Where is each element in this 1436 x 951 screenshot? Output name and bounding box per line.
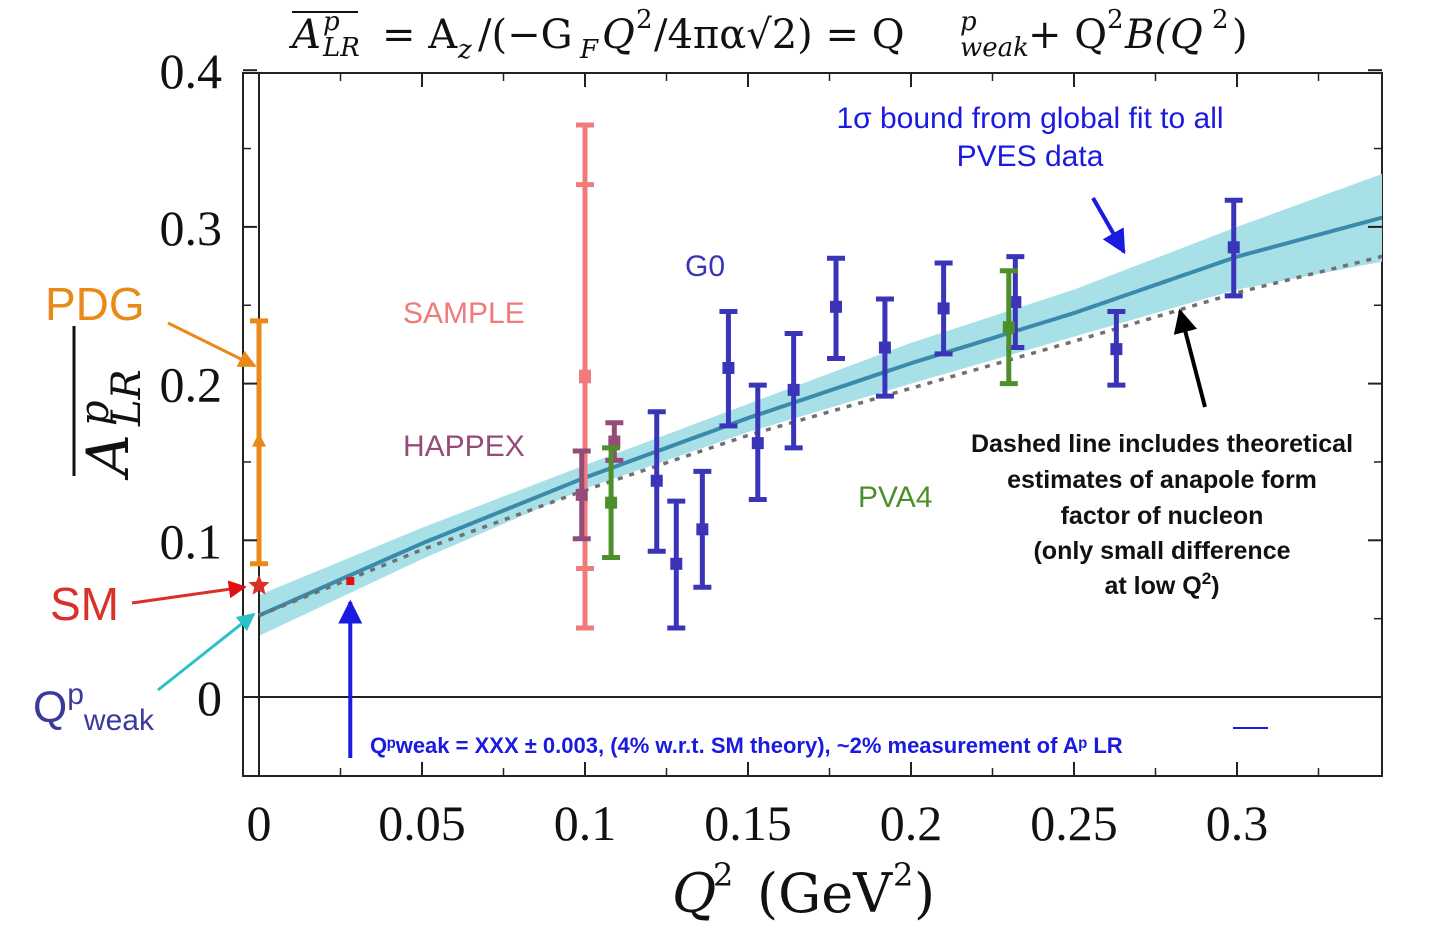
series-happex [572,420,624,542]
x-tick-label: 0.2 [880,795,943,851]
data-point [1227,241,1240,254]
series-sample [576,122,594,631]
series-pva4 [602,268,1018,561]
svg-text:/4πα√2) = Q: /4πα√2) = Q [654,12,905,58]
svg-text:LR: LR [104,369,150,427]
svg-text:): ) [1232,12,1248,58]
label-qweak: Qpweak [33,678,155,737]
data-point [751,437,764,450]
svg-text:p: p [960,7,977,37]
data-point [248,574,270,595]
dashed-note-line2: estimates of anapole form [1007,466,1317,494]
label-pva4: PVA4 [858,481,933,514]
svg-text:= A: = A [382,12,458,58]
svg-text:/(−G: /(−G [478,12,573,58]
svg-text:2: 2 [1212,5,1229,35]
x-tick-label: 0.15 [704,795,792,851]
dashed-note-line5: at low Q2) [1104,569,1219,600]
data-point [787,383,800,396]
x-tick-label: 0.05 [378,795,466,851]
svg-text:B(Q: B(Q [1124,12,1203,58]
data-point [670,557,683,570]
dashed-note-line1: Dashed line includes theoretical [971,430,1353,458]
data-point [608,435,621,448]
y-tick-label: 0.4 [160,43,223,99]
fit-uncertainty-band [259,173,1382,636]
svg-text:z: z [457,35,472,65]
data-point [252,432,266,447]
svg-text:2: 2 [1107,5,1124,35]
svg-text:F: F [579,35,599,65]
x-tick-label: 0.1 [554,795,617,851]
fit-central-line [258,215,1382,618]
y-axis-title: A p LR [72,326,150,481]
data-point [1002,321,1015,334]
svg-text:A: A [288,12,321,58]
data-point [575,488,588,501]
label-pdg: PDG [45,278,145,330]
series-sm [248,574,270,595]
qweak-projected-point [346,577,355,586]
data-point [579,369,591,382]
data-point [696,523,709,536]
svg-text:A: A [74,434,142,481]
svg-text:): ) [914,862,935,925]
label-g0: G0 [685,250,725,283]
qweak-arrow [157,612,256,692]
y-tick-label: 0.3 [160,200,223,256]
svg-text:p: p [323,7,340,37]
data-point [830,300,843,313]
sm-arrow [131,580,247,605]
svg-text:weak: weak [960,33,1029,63]
data-point [605,496,618,509]
data-point [650,474,663,487]
x-tick-label: 0.3 [1206,795,1269,851]
data-point [722,361,735,374]
anapole-dashed-line [258,254,1382,618]
dashed-note-arrow [1173,308,1207,408]
fit-note-arrow [1091,197,1126,255]
svg-text:+ Q: + Q [1028,12,1107,58]
x-tick-label: 0.25 [1030,795,1118,851]
label-sm: SM [50,578,119,630]
svg-text:p: p [72,400,118,426]
data-point [878,341,891,354]
series-pdg [250,318,268,567]
svg-text:(GeV: (GeV [757,862,893,925]
x-tick-label: 0 [247,795,272,851]
y-tick-label: 0.1 [160,513,223,569]
x-axis-title: Q 2 (GeV 2 ) [672,856,935,925]
label-sample: SAMPLE [403,297,525,330]
data-point [1110,343,1123,356]
dashed-note-line4: (only small difference [1033,537,1290,565]
measurement-note: Qᵖweak = XXX ± 0.003, (4% w.r.t. SM theo… [370,733,1123,758]
fit-note-line2: PVES data [957,140,1104,173]
plot-frame [242,72,1383,777]
dashed-note-line3: factor of nucleon [1061,502,1264,530]
svg-text:LR: LR [322,33,360,63]
fit-note-line1: 1σ bound from global fit to all [836,102,1223,135]
svg-text:2: 2 [893,856,913,894]
chart-title: A p LR = A z /(−G F Q 2 /4πα√2) = Q p we… [288,5,1248,65]
data-point [937,302,950,315]
svg-text:2: 2 [636,5,653,35]
series-g0 [647,197,1243,631]
y-tick-label: 0 [197,670,222,726]
pdg-arrow [167,321,257,368]
label-happex: HAPPEX [403,430,525,463]
svg-text:Q: Q [602,12,635,58]
data-point [1009,296,1022,309]
svg-text:Q: Q [672,862,716,925]
svg-text:2: 2 [713,856,733,894]
y-tick-label: 0.2 [160,357,223,413]
